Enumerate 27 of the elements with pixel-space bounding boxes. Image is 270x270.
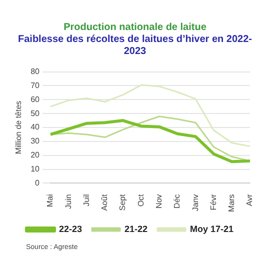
x-tick-label: Août [100,193,110,211]
legend-label: Moy 17-21 [190,224,234,234]
y-tick-label: 30 [30,136,40,146]
x-tick-label: Févr [208,194,218,210]
x-tick-label: Mars [227,194,236,212]
chart-subtitle: Faiblesse des récoltes de laitues d’hiver en 2022-2023 [17,34,253,58]
x-tick-label: Janv [190,194,200,212]
y-tick-label: 10 [30,164,40,174]
legend-label: 21-22 [124,224,148,234]
x-tick-label: Nov [154,194,164,208]
x-tick-label: Avr [245,194,254,206]
x-tick-label: Déc [172,194,182,208]
y-tick-label: 80 [30,67,40,76]
y-tick-label: 50 [30,108,40,118]
x-tick-label: Sept [118,193,128,211]
x-tick-label: Oct [136,193,146,207]
x-tick-label: Mai [46,194,55,208]
y-tick-label: 0 [35,178,40,188]
y-tick-label: 60 [30,94,40,104]
chart-title: Production nationale de laitue [62,22,208,34]
y-axis-title: Million de têtes [14,100,24,154]
legend-label: 22-23 [58,224,82,234]
x-tick-label: Juil [82,194,91,206]
y-tick-label: 40 [30,122,40,132]
y-tick-label: 70 [30,80,40,90]
y-tick-label: 20 [30,150,40,160]
x-tick-label: Juin [64,194,73,209]
